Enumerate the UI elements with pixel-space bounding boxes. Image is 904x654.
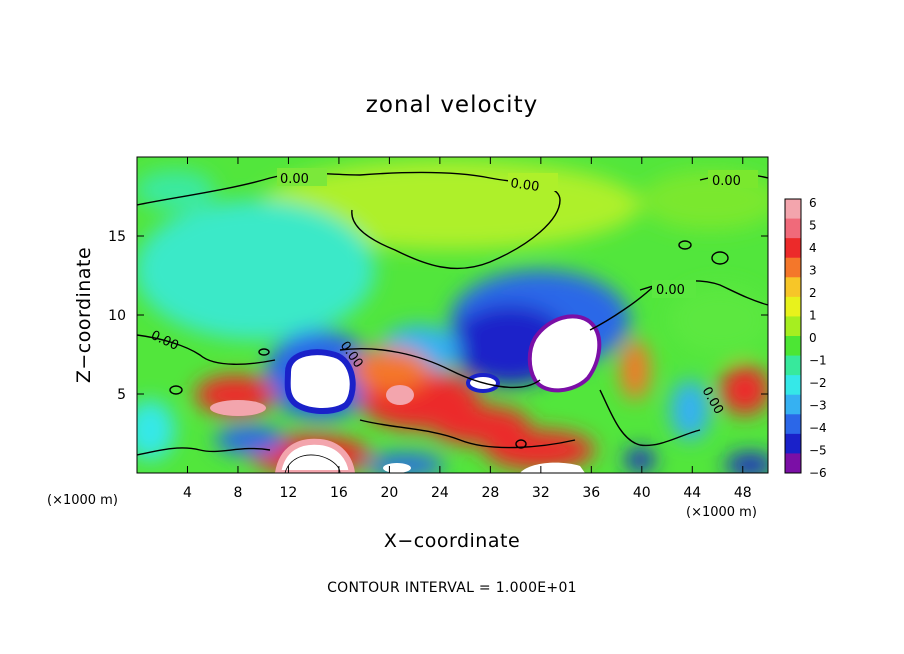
x-axis-unit-right: (×1000 m) <box>686 505 757 520</box>
colorbar-swatch <box>785 257 801 278</box>
saturated-region-positive <box>274 438 356 473</box>
y-axis-label: Z−coordinate <box>73 247 95 383</box>
contour-line <box>599 389 701 447</box>
contour-interval-note: CONTOUR INTERVAL = 1.000E+01 <box>327 580 577 596</box>
colorbar-swatch <box>785 218 801 239</box>
contour-line <box>339 348 541 388</box>
x-axis-unit-left: (×1000 m) <box>47 493 118 508</box>
y-tick-label: 10 <box>108 308 126 324</box>
saturated-region-positive <box>383 463 411 473</box>
colorbar-tick-label: −4 <box>809 421 827 435</box>
x-tick-label: 12 <box>280 485 298 501</box>
contour-label-background <box>277 168 327 186</box>
colorbar-tick-label: 2 <box>809 286 817 300</box>
colorbar-swatch <box>785 375 801 396</box>
x-tick-label: 48 <box>734 485 752 501</box>
contour-line <box>359 419 576 449</box>
contour-label: 0.00 <box>509 176 540 195</box>
contour-line <box>515 439 527 449</box>
x-axis: 4 8 12 16 20 24 28 32 36 40 44 48 <box>183 157 752 501</box>
colorbar-swatch <box>785 199 801 220</box>
colorbar-swatch <box>785 414 801 435</box>
contour-label-background <box>708 170 758 188</box>
x-tick-label: 28 <box>481 485 499 501</box>
colorbar-swatch <box>785 453 801 474</box>
saturated-region-negative <box>527 314 602 393</box>
colorbar-tick-label: −6 <box>809 466 827 480</box>
colorbar-swatch <box>785 336 801 357</box>
x-tick-label: 24 <box>431 485 449 501</box>
x-tick-label: 16 <box>330 485 348 501</box>
x-tick-label: 32 <box>532 485 550 501</box>
x-tick-label: 44 <box>683 485 701 501</box>
saturated-region-negative <box>284 349 356 414</box>
contour-line <box>258 348 270 356</box>
colorbar-swatch <box>785 296 801 317</box>
contour-line <box>137 447 271 456</box>
contour-line <box>169 385 183 395</box>
saturated-region-positive <box>520 462 585 473</box>
saturated-region-positive <box>386 385 414 405</box>
x-tick-label: 4 <box>183 485 192 501</box>
contour-line <box>589 284 656 331</box>
contour-line <box>711 251 729 265</box>
contour-label-background <box>508 173 558 191</box>
y-tick-label: 5 <box>117 387 126 403</box>
contour-label: 0.00 <box>656 283 685 298</box>
x-tick-label: 8 <box>233 485 242 501</box>
contour-label-backgrounds <box>277 168 758 298</box>
colorbar-tick-label: 6 <box>809 196 817 210</box>
y-tick-label: 15 <box>108 229 126 245</box>
colorbar-tick-label: 0 <box>809 331 817 345</box>
contour-label-background <box>652 280 696 298</box>
colorbar-tick-label: 3 <box>809 264 817 278</box>
colorbar-swatch <box>785 394 801 415</box>
plot-area <box>137 157 768 473</box>
saturated-region-positive <box>210 400 266 416</box>
colorbar-swatch <box>785 433 801 454</box>
chart-title: zonal velocity <box>366 92 538 118</box>
x-tick-label: 20 <box>380 485 398 501</box>
colorbar: 6 5 4 3 2 1 0 −1 −2 −3 −4 −5 −6 <box>784 196 827 480</box>
colorbar-swatch <box>785 277 801 298</box>
colorbar-tick-label: −1 <box>809 354 827 368</box>
colorbar-tick-label: −3 <box>809 399 827 413</box>
colorbar-swatch <box>785 238 801 259</box>
contour-line <box>678 240 692 250</box>
colorbar-tick-label: −5 <box>809 444 827 458</box>
contour-line <box>137 334 276 365</box>
y-axis: 5 10 15 <box>108 229 768 403</box>
colorbar-tick-label: −2 <box>809 376 827 390</box>
colorbar-swatch <box>785 355 801 376</box>
x-tick-label: 36 <box>582 485 600 501</box>
x-axis-label: X−coordinate <box>384 530 520 552</box>
contour-label: 0.00 <box>712 174 741 189</box>
colorbar-tick-label: 1 <box>809 309 817 323</box>
colorbar-tick-label: 5 <box>809 219 817 233</box>
contour-label: 0.00 <box>280 172 309 187</box>
colorbar-frame <box>784 198 802 474</box>
colorbar-tick-label: 4 <box>809 241 817 255</box>
colorbar-swatch <box>785 316 801 337</box>
x-tick-label: 40 <box>633 485 651 501</box>
